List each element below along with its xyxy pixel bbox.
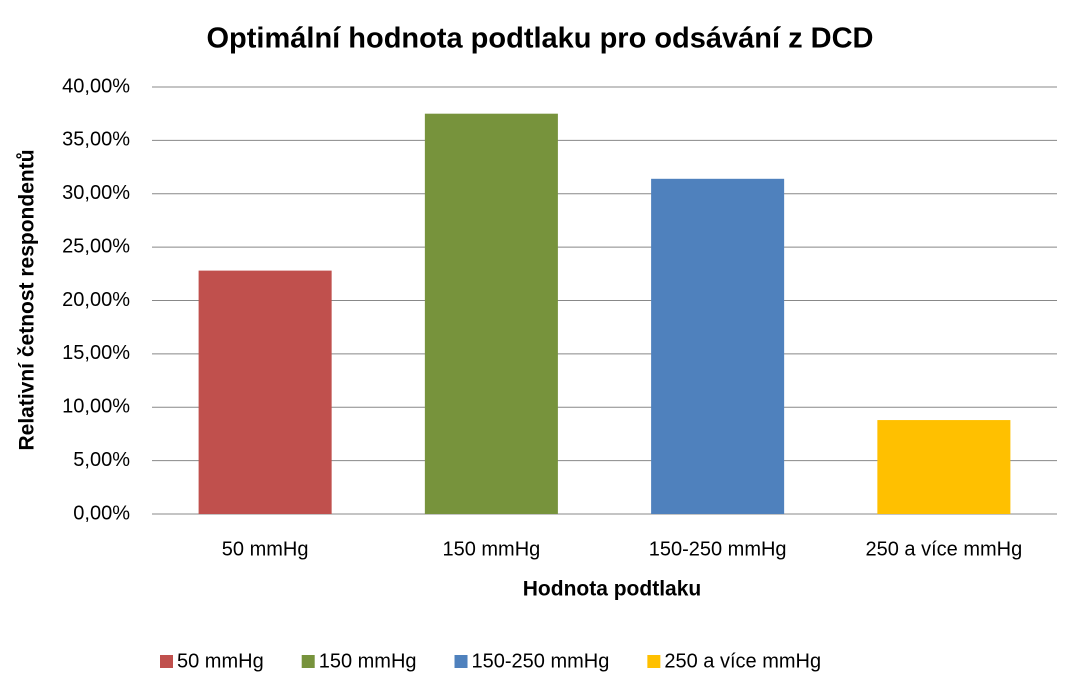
bar [198,270,332,514]
legend-label: 250 a více mmHg [664,650,821,672]
legend-swatch [647,655,661,668]
bar [651,178,785,514]
bar [424,113,558,514]
x-tick-label: 250 a více mmHg [866,538,1023,560]
legend-swatch [301,655,315,668]
legend-swatch [454,655,468,668]
x-tick-label: 150 mmHg [442,538,540,560]
y-tick-label: 15,00% [62,342,130,364]
legend-label: 150-250 mmHg [472,650,610,672]
y-tick-label: 35,00% [62,129,130,151]
legend-label: 150 mmHg [319,650,417,672]
y-tick-label: 30,00% [62,182,130,204]
y-tick-label: 5,00% [73,449,130,471]
x-tick-label: 150-250 mmHg [649,538,787,560]
y-axis-title: Relativní četnost respondentů [16,149,39,450]
chart-title: Optimální hodnota podtlaku pro odsávání … [206,23,873,55]
x-tick-label: 50 mmHg [222,538,309,560]
y-tick-label: 10,00% [62,396,130,418]
bar [877,420,1011,514]
legend-swatch [160,655,173,668]
legend-label: 50 mmHg [177,650,264,672]
y-tick-label: 20,00% [62,289,130,311]
y-tick-label: 40,00% [62,75,130,97]
x-axis-title: Hodnota podtlaku [523,578,701,601]
y-tick-label: 25,00% [62,235,130,257]
y-tick-label: 0,00% [73,502,130,524]
